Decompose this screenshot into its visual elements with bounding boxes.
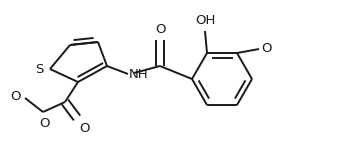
Text: O: O (261, 41, 271, 55)
Text: O: O (39, 117, 49, 130)
Text: O: O (155, 23, 165, 36)
Text: NH: NH (129, 68, 149, 82)
Text: O: O (10, 89, 21, 103)
Text: O: O (79, 122, 90, 135)
Text: S: S (35, 63, 43, 77)
Text: OH: OH (195, 14, 215, 27)
